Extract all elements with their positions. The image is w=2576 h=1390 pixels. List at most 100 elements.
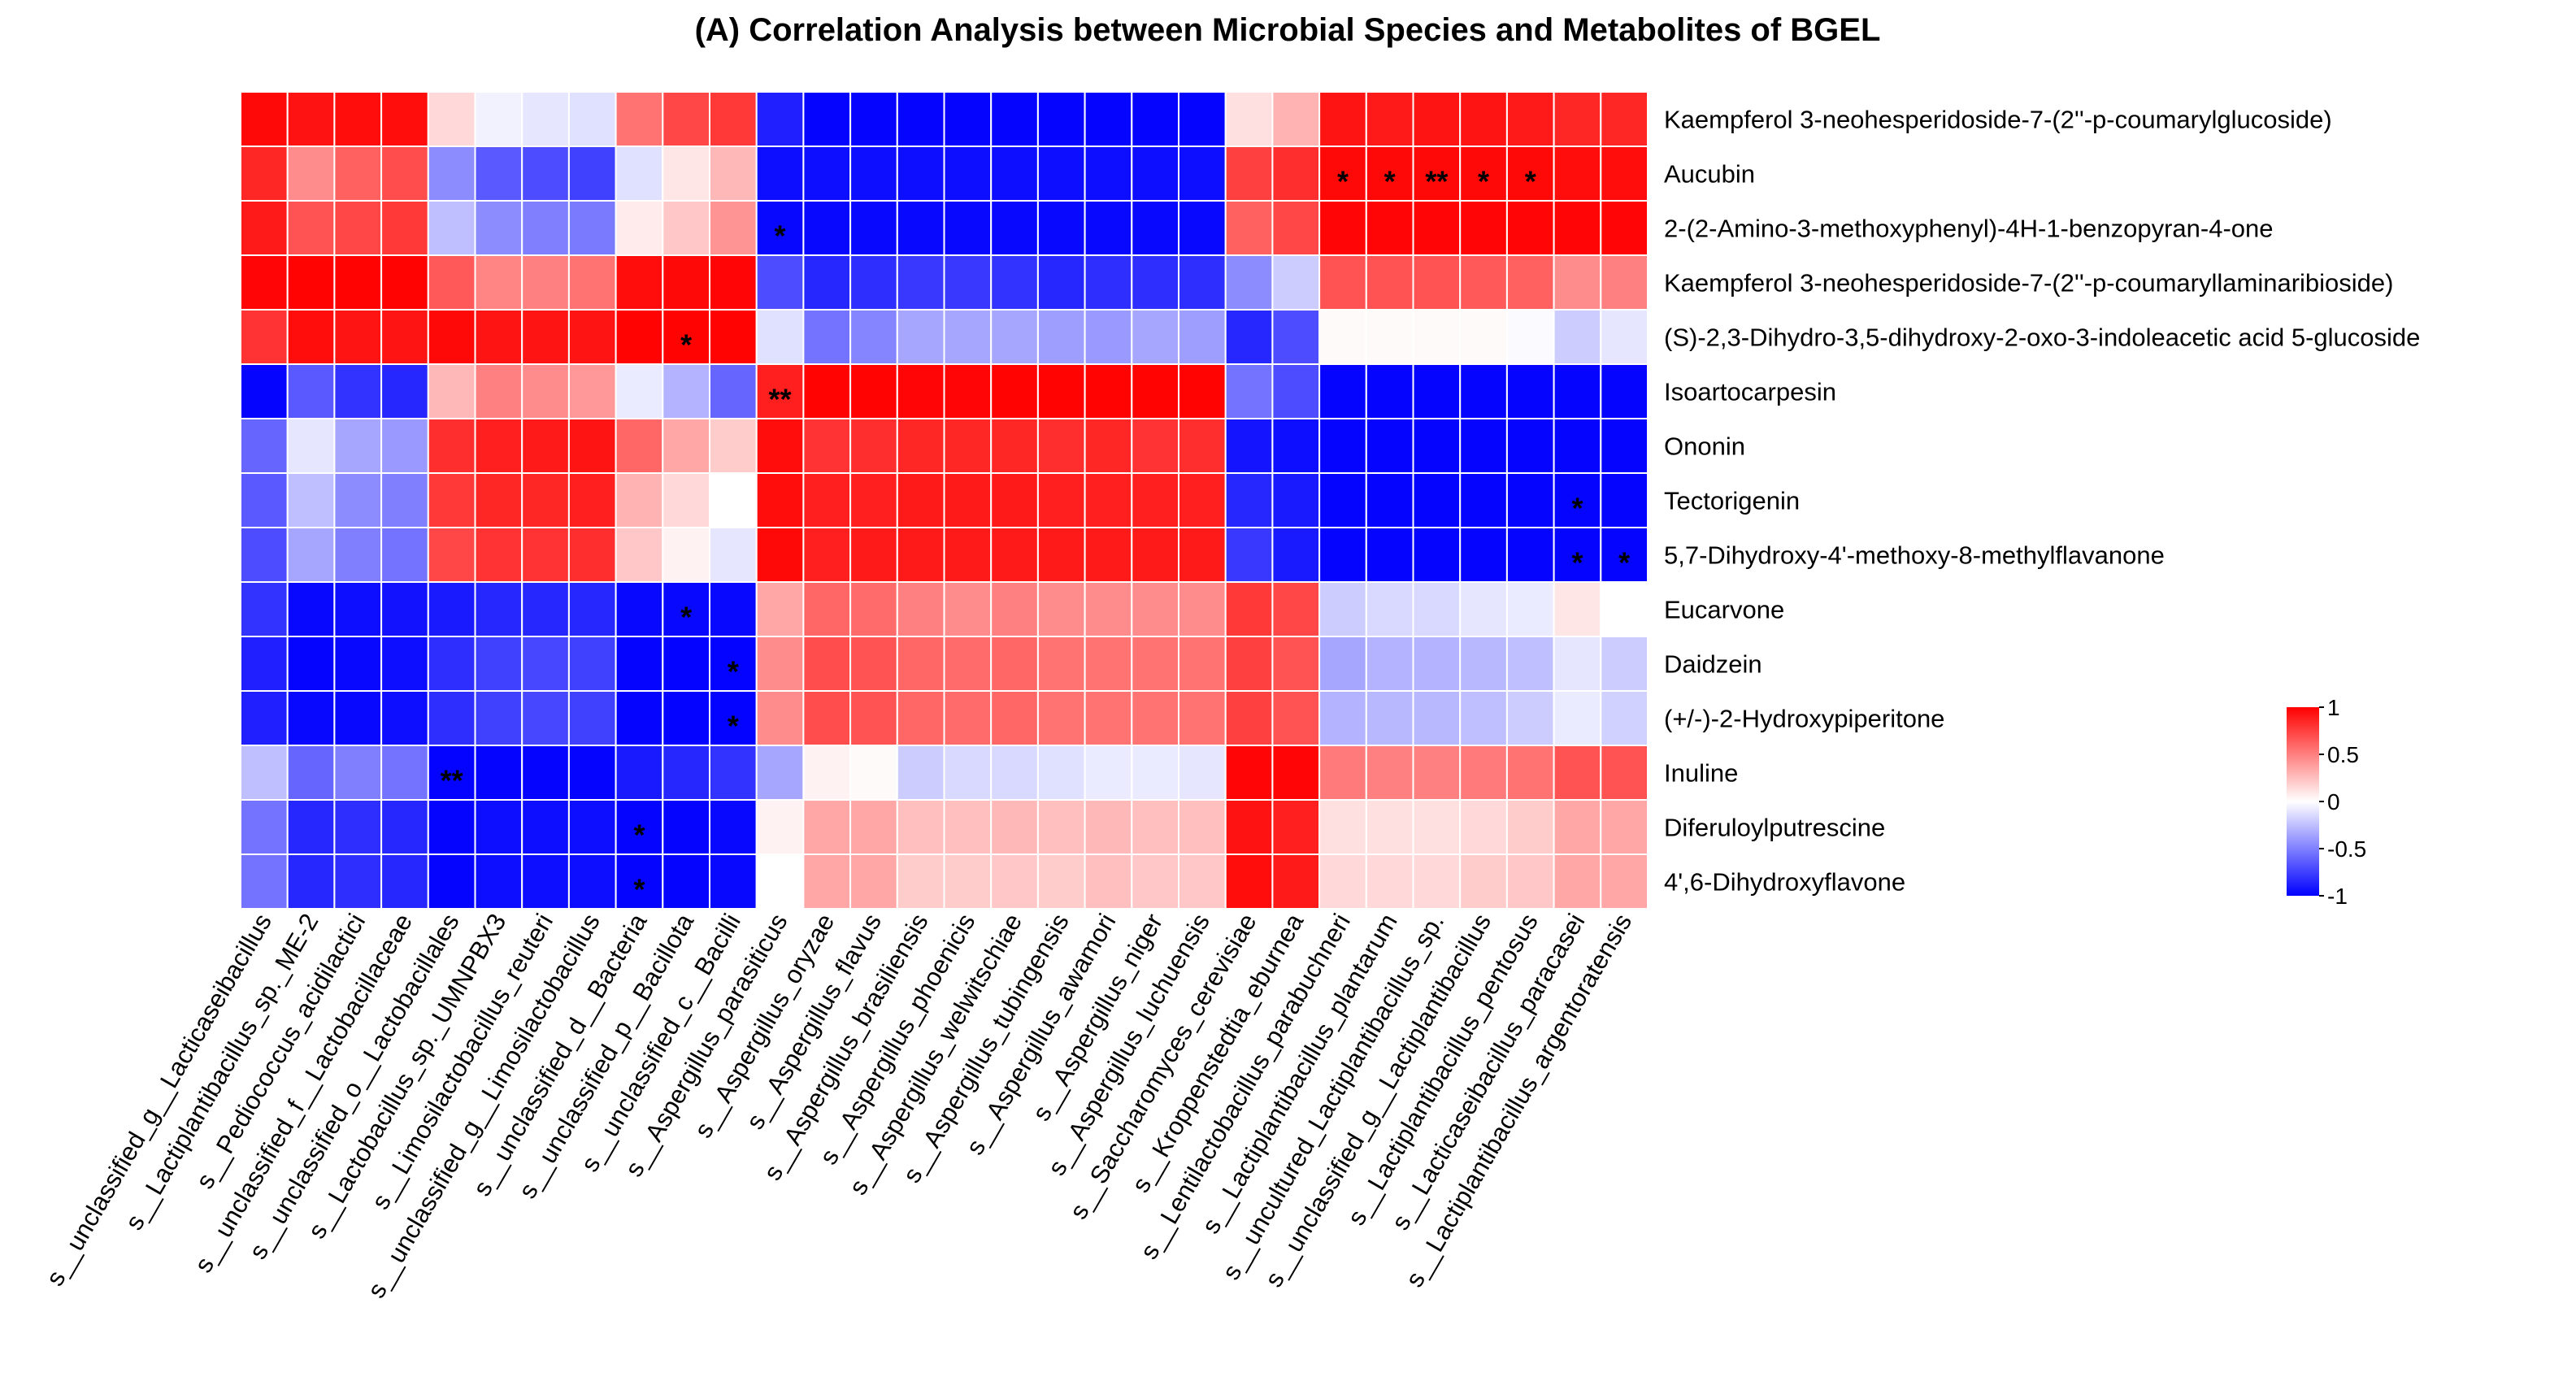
- heatmap-cell: [709, 799, 758, 855]
- heatmap-cell: [896, 854, 945, 910]
- heatmap-cell: [567, 200, 617, 256]
- row-labels: Kaempferol 3-neohesperidoside-7-(2''-p-c…: [1664, 106, 2420, 897]
- heatmap-cell: [1412, 418, 1462, 474]
- heatmap-cell: [1224, 363, 1274, 419]
- heatmap-cell: [1036, 854, 1086, 910]
- heatmap-cell: [755, 146, 805, 202]
- heatmap-cell: [1600, 581, 1649, 637]
- heatmap-cell: [1318, 200, 1367, 256]
- row-label: 5,7-Dihydroxy-4'-methoxy-8-methylflavano…: [1664, 541, 2165, 570]
- heatmap-cell: [1178, 527, 1227, 583]
- heatmap-cell: [567, 146, 617, 202]
- heatmap-cell: [1178, 745, 1227, 801]
- heatmap-cell: [709, 527, 758, 583]
- heatmap-cell: [1318, 581, 1367, 637]
- heatmap-cell: [1505, 309, 1555, 365]
- heatmap-cell: [755, 636, 805, 692]
- heatmap-cell: [380, 690, 429, 746]
- heatmap-cell: [1365, 418, 1414, 474]
- heatmap-cell: [1178, 200, 1227, 256]
- heatmap-cell: [1318, 91, 1367, 147]
- heatmap-cell: [521, 363, 570, 419]
- heatmap-cell: [1459, 690, 1508, 746]
- heatmap-cell: [427, 309, 476, 365]
- heatmap-cell: [1036, 363, 1086, 419]
- heatmap-cell: [1412, 309, 1462, 365]
- heatmap-cell: [1553, 363, 1602, 419]
- heatmap-cell: [1084, 146, 1133, 202]
- row-label: Isoartocarpesin: [1664, 378, 1836, 406]
- heatmap-cell: [1553, 636, 1602, 692]
- heatmap-cell: [333, 472, 383, 528]
- heatmap-cell: [615, 472, 664, 528]
- heatmap-cell: [802, 745, 852, 801]
- heatmap-cell: [474, 254, 523, 311]
- heatmap-cell: [1600, 854, 1649, 910]
- heatmap-cell: [1600, 636, 1649, 692]
- heatmap-cell: [615, 254, 664, 311]
- heatmap-cell: [943, 309, 993, 365]
- heatmap-cell: [802, 200, 852, 256]
- heatmap-cell: [380, 309, 429, 365]
- heatmap-cell: [1505, 527, 1555, 583]
- heatmap-cell: [943, 146, 993, 202]
- heatmap-cell: [1553, 690, 1602, 746]
- heatmap-cell: [896, 636, 945, 692]
- legend-tick-label: 1: [2327, 695, 2340, 720]
- heatmap-cell: [1600, 418, 1649, 474]
- heatmap-cell: [896, 200, 945, 256]
- heatmap-cell: [1600, 254, 1649, 311]
- heatmap-cell: [943, 799, 993, 855]
- heatmap-cell: [1365, 363, 1414, 419]
- heatmap-cell: [474, 745, 523, 801]
- heatmap-cell: [1365, 636, 1414, 692]
- heatmap-cell: [849, 745, 898, 801]
- heatmap-cell: [333, 854, 383, 910]
- heatmap-cell: [802, 472, 852, 528]
- heatmap-cell: [474, 581, 523, 637]
- heatmap-cell: [1036, 690, 1086, 746]
- heatmap-cell: [1412, 200, 1462, 256]
- heatmap-cell: [662, 146, 710, 202]
- heatmap-cell: [1084, 363, 1133, 419]
- legend-tick-label: -0.5: [2327, 836, 2366, 862]
- heatmap-cell: [1459, 581, 1508, 637]
- heatmap-cell: [521, 91, 570, 147]
- heatmap-cell: [1084, 418, 1133, 474]
- significance-marker: *: [1571, 546, 1583, 580]
- heatmap-cell: [943, 472, 993, 528]
- heatmap-cell: [1365, 799, 1414, 855]
- heatmap-cell: [427, 854, 476, 910]
- heatmap-cell: [990, 418, 1039, 474]
- heatmap-cell: [427, 527, 476, 583]
- heatmap-cell: [896, 799, 945, 855]
- heatmap-cell: [1271, 418, 1321, 474]
- heatmap-cell: [849, 636, 898, 692]
- heatmap-cell: [380, 527, 429, 583]
- heatmap-cell: [755, 745, 805, 801]
- heatmap-cell: [1131, 690, 1180, 746]
- row-label: 4',6-Dihydroxyflavone: [1664, 868, 1905, 897]
- heatmap-cell: [240, 363, 289, 419]
- heatmap-cell: [521, 309, 570, 365]
- heatmap-cell: [1553, 799, 1602, 855]
- heatmap-cell: [380, 636, 429, 692]
- heatmap-cell: [1036, 472, 1086, 528]
- heatmap-cell: [1318, 854, 1367, 910]
- heatmap-cell: [1178, 146, 1227, 202]
- heatmap-cell: [1459, 636, 1508, 692]
- heatmap-cell: [990, 527, 1039, 583]
- heatmap-cell: [755, 581, 805, 637]
- heatmap-cell: [849, 200, 898, 256]
- heatmap-cell: [1505, 472, 1555, 528]
- heatmap-cell: [333, 690, 383, 746]
- heatmap-cell: [662, 254, 710, 311]
- heatmap-cell: [990, 146, 1039, 202]
- heatmap-cell: [1084, 690, 1133, 746]
- heatmap-cell: [567, 254, 617, 311]
- heatmap-cell: [1412, 745, 1462, 801]
- heatmap-cell: [1271, 363, 1321, 419]
- heatmap-cell: [709, 200, 758, 256]
- heatmap-cell: [1271, 854, 1321, 910]
- heatmap-cell: [1553, 472, 1602, 528]
